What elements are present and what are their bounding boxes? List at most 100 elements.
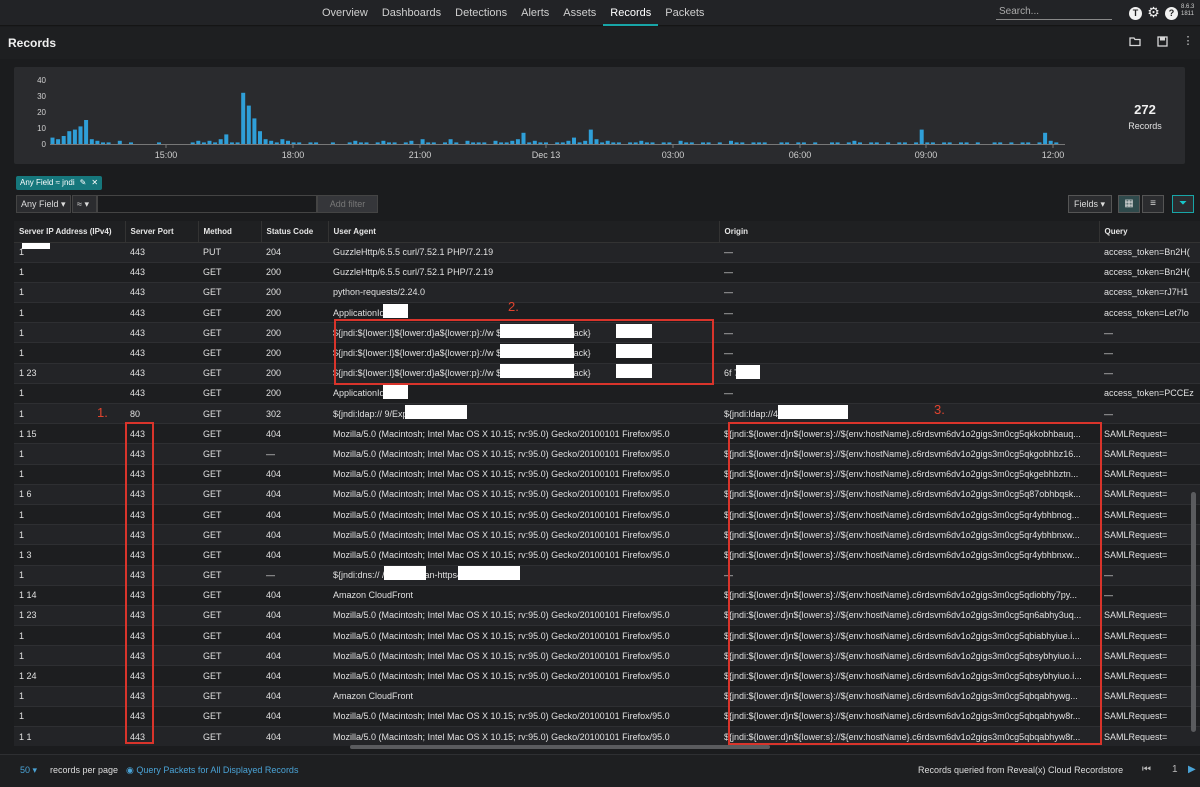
histogram-bar[interactable] bbox=[56, 139, 61, 144]
histogram-bar[interactable] bbox=[235, 142, 240, 144]
histogram-bar[interactable] bbox=[241, 92, 246, 144]
table-row[interactable]: 1 24 443 GET 404 Mozilla/5.0 (Macintosh; Int… bbox=[14, 665, 1200, 687]
histogram-bar[interactable] bbox=[387, 142, 391, 144]
histogram-bar[interactable] bbox=[796, 142, 801, 144]
histogram-bar[interactable] bbox=[628, 142, 633, 144]
table-row[interactable]: 1 443 GET 404 Mozilla/5.0 (Macintosh; Intel … bbox=[14, 504, 1200, 526]
histogram-bar[interactable] bbox=[364, 142, 369, 144]
histogram-bar[interactable] bbox=[515, 139, 520, 144]
histogram-bar[interactable] bbox=[521, 132, 526, 144]
histogram-bar[interactable] bbox=[701, 142, 705, 144]
table-row[interactable]: 1 443 GET 404 Amazon CloudFront ${jndi:${lowe… bbox=[14, 686, 1200, 707]
tab-overview[interactable]: Overview bbox=[322, 7, 368, 19]
table-row[interactable]: 1 443 GET 404 Mozilla/5.0 (Macintosh; Intel … bbox=[14, 645, 1200, 667]
table-row[interactable]: 1 443 GET 200 ApplicationId- — access_token=PC… bbox=[14, 383, 1200, 405]
histogram-bar[interactable] bbox=[650, 142, 655, 144]
histogram-bar[interactable] bbox=[583, 140, 588, 144]
histogram-bar[interactable] bbox=[50, 137, 55, 144]
histogram-bar[interactable] bbox=[190, 142, 195, 144]
tab-records[interactable]: Records bbox=[603, 0, 659, 26]
histogram-bar[interactable] bbox=[874, 142, 879, 144]
close-icon[interactable]: ✕ bbox=[91, 178, 99, 187]
histogram-bar[interactable] bbox=[504, 142, 509, 144]
histogram-bar[interactable] bbox=[471, 142, 476, 144]
histogram-bar[interactable] bbox=[224, 134, 229, 144]
histogram-bar[interactable] bbox=[403, 142, 408, 144]
query-packets-link[interactable]: ◉ Query Packets for All Displayed Record… bbox=[126, 765, 298, 776]
histogram-bar[interactable] bbox=[947, 142, 952, 144]
histogram-bar[interactable] bbox=[117, 140, 122, 144]
histogram-bar[interactable] bbox=[616, 142, 621, 144]
histogram-bar[interactable] bbox=[605, 140, 610, 144]
more-menu-icon[interactable]: ⋮ bbox=[1182, 35, 1194, 47]
tab-packets[interactable]: Packets bbox=[665, 7, 705, 19]
histogram-bar[interactable] bbox=[858, 142, 862, 144]
histogram-bar[interactable] bbox=[95, 140, 100, 144]
histogram-bar[interactable] bbox=[919, 129, 924, 144]
histogram-bar[interactable] bbox=[252, 118, 257, 144]
column-header[interactable]: Server Port bbox=[125, 221, 199, 243]
table-row[interactable]: 1 443 GET 200 ApplicationId- — access_token=Le… bbox=[14, 302, 1200, 324]
histogram-bar[interactable] bbox=[476, 142, 481, 144]
edit-pencil-icon[interactable]: ✎ bbox=[79, 178, 87, 187]
histogram-bar[interactable] bbox=[67, 131, 72, 144]
histogram-bar[interactable] bbox=[600, 142, 605, 144]
histogram-bar[interactable] bbox=[1020, 142, 1025, 144]
histogram-bar[interactable] bbox=[443, 142, 447, 144]
histogram-bar[interactable] bbox=[330, 142, 335, 144]
histogram-bar[interactable] bbox=[493, 140, 498, 144]
histogram-bar[interactable] bbox=[314, 142, 319, 144]
histogram-bar[interactable] bbox=[1026, 142, 1031, 144]
histogram-bar[interactable] bbox=[263, 139, 268, 144]
filter-chip[interactable]: Any Field ≈ jndi ✎ ✕ bbox=[16, 176, 103, 190]
histogram-bar[interactable] bbox=[729, 140, 733, 144]
histogram-bar[interactable] bbox=[588, 129, 593, 144]
histogram-bar[interactable] bbox=[89, 139, 94, 144]
histogram-bar[interactable] bbox=[72, 129, 77, 144]
histogram-bar[interactable] bbox=[353, 140, 358, 144]
histogram-bar[interactable] bbox=[611, 142, 616, 144]
help-icon[interactable]: ? bbox=[1165, 7, 1178, 20]
histogram-bar[interactable] bbox=[538, 142, 543, 144]
histogram-bar[interactable] bbox=[897, 142, 902, 144]
histogram-bar[interactable] bbox=[454, 142, 459, 144]
histogram-bar[interactable] bbox=[269, 140, 274, 144]
histogram-bar[interactable] bbox=[684, 142, 689, 144]
table-row[interactable]: 1 3 443 GET 404 Mozilla/5.0 (Macintosh; Inte… bbox=[14, 544, 1200, 566]
table-row[interactable]: 1 443 GET — Mozilla/5.0 (Macintosh; Intel Ma… bbox=[14, 443, 1200, 465]
column-header[interactable]: Method bbox=[198, 221, 262, 243]
first-page-icon[interactable]: ⏮ bbox=[1142, 764, 1151, 775]
table-row[interactable]: 1 6 443 GET 404 Mozilla/5.0 (Macintosh; Inte… bbox=[14, 484, 1200, 505]
histogram-bar[interactable] bbox=[930, 142, 935, 144]
histogram-bar[interactable] bbox=[661, 142, 666, 144]
histogram-bar[interactable] bbox=[914, 142, 919, 144]
histogram-bar[interactable] bbox=[286, 140, 290, 144]
histogram-bar[interactable] bbox=[392, 142, 397, 144]
add-filter-button[interactable]: Add filter bbox=[317, 195, 378, 213]
histogram-bar[interactable] bbox=[258, 131, 262, 144]
histogram-bar[interactable] bbox=[510, 140, 515, 144]
histogram-bar[interactable] bbox=[499, 142, 504, 144]
histogram-bar[interactable] bbox=[762, 142, 767, 144]
histogram-bar[interactable] bbox=[572, 137, 576, 144]
histogram-bar[interactable] bbox=[886, 142, 891, 144]
tab-detections[interactable]: Detections bbox=[455, 7, 508, 19]
table-row[interactable]: 1 23 443 GET 404 Mozilla/5.0 (Macintosh; Int… bbox=[14, 605, 1200, 627]
histogram-bar[interactable] bbox=[1009, 142, 1014, 144]
histogram-bar[interactable] bbox=[1054, 142, 1059, 144]
histogram-bar[interactable] bbox=[639, 140, 644, 144]
save-icon[interactable] bbox=[1156, 36, 1168, 47]
histogram-bar[interactable] bbox=[644, 142, 649, 144]
histogram-bar[interactable] bbox=[381, 140, 386, 144]
search-input[interactable]: Search... bbox=[996, 6, 1112, 20]
table-row[interactable]: 1 443 GET 404 Mozilla/5.0 (Macintosh; Intel … bbox=[14, 524, 1200, 546]
histogram-bar[interactable] bbox=[84, 120, 89, 144]
operator-select[interactable]: ≈ ▾ bbox=[72, 195, 97, 213]
tab-alerts[interactable]: Alerts bbox=[521, 7, 550, 19]
filter-value-input[interactable] bbox=[97, 195, 317, 213]
histogram-bar[interactable] bbox=[975, 142, 980, 144]
histogram-bar[interactable] bbox=[465, 140, 470, 144]
histogram-bar[interactable] bbox=[375, 142, 380, 144]
histogram-bar[interactable] bbox=[830, 142, 834, 144]
histogram-bar[interactable] bbox=[706, 142, 711, 144]
